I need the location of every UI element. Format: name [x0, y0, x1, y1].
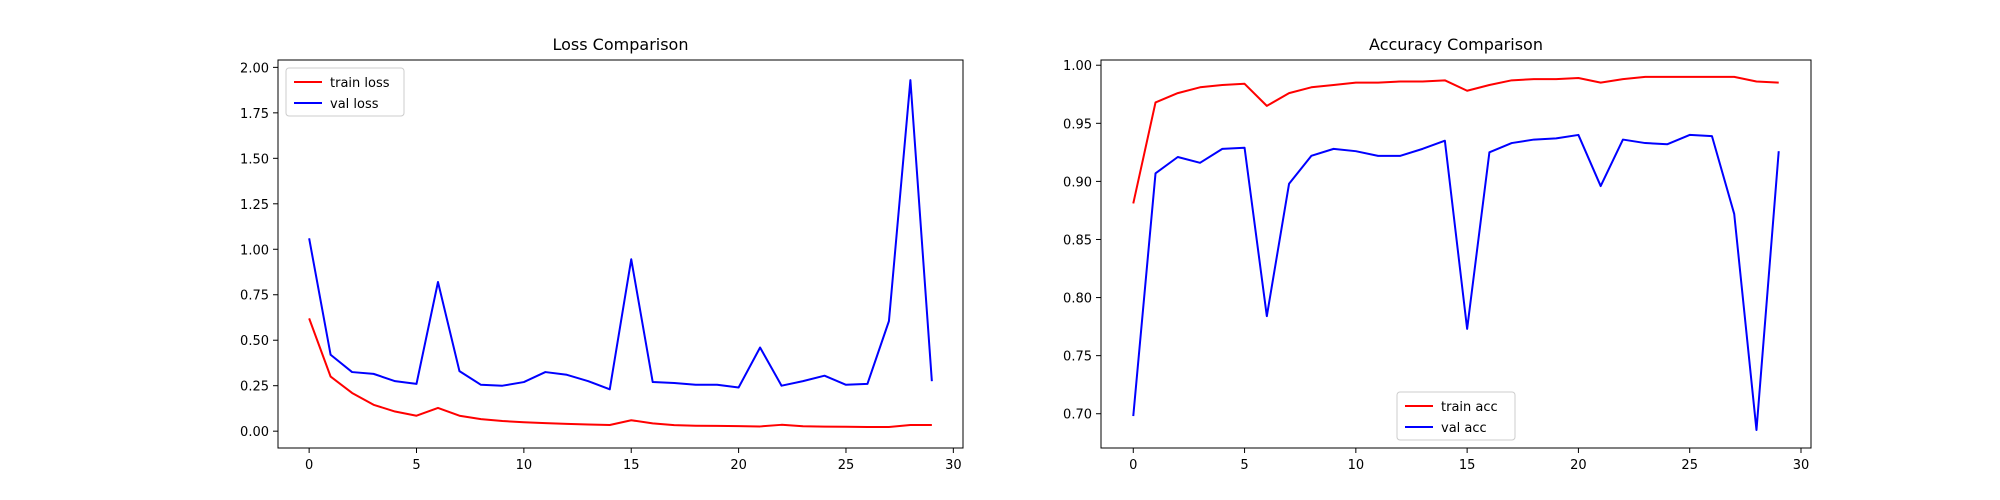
- series-line-train-loss: [308, 318, 932, 428]
- y-tick-label: 0.75: [1063, 350, 1092, 365]
- legend: train loss val loss: [285, 67, 405, 117]
- chart-0: Loss Comparison 0 5 10 15 20 25 30 0.00 0.25 0.50 0…: [240, 35, 964, 473]
- x-tick-label: 30: [945, 458, 962, 473]
- x-tick-label: 15: [623, 458, 640, 473]
- plot-frame: [1100, 59, 1812, 449]
- legend-label: val acc: [1441, 421, 1487, 436]
- series-line-train-acc: [1132, 75, 1779, 204]
- plot-frame: [277, 59, 964, 449]
- y-tick-label: 0.50: [240, 334, 269, 349]
- x-tick-label: 10: [516, 458, 533, 473]
- y-tick-label: 0.00: [240, 425, 269, 440]
- x-tick-label: 0: [305, 458, 313, 473]
- y-tick-label: 0.80: [1063, 292, 1092, 307]
- legend-label: train acc: [1441, 400, 1498, 415]
- chart-1: Accuracy Comparison 0 5 10 15 20 25 30 0.70 0.75 0…: [1063, 35, 1812, 473]
- x-tick-label: 20: [1570, 458, 1587, 473]
- series-line-val-acc: [1132, 133, 1780, 431]
- chart-title: Loss Comparison: [553, 35, 689, 54]
- y-tick-label: 0.95: [1063, 117, 1092, 132]
- y-tick-label: 1.50: [240, 152, 269, 167]
- y-tick-label: 0.75: [240, 289, 269, 304]
- y-tick-label: 1.25: [240, 198, 269, 213]
- y-tick-label: 0.90: [1063, 175, 1092, 190]
- x-tick-label: 30: [1793, 458, 1810, 473]
- legend-label: val loss: [330, 97, 379, 112]
- legend-label: train loss: [330, 76, 390, 91]
- y-tick-label: 1.75: [240, 107, 269, 122]
- legend: train acc val acc: [1396, 391, 1516, 441]
- y-tick-label: 1.00: [240, 243, 269, 258]
- x-tick-label: 25: [1681, 458, 1698, 473]
- x-tick-label: 15: [1459, 458, 1476, 473]
- x-tick-label: 20: [730, 458, 747, 473]
- x-tick-label: 0: [1129, 458, 1137, 473]
- y-tick-label: 0.25: [240, 380, 269, 395]
- y-tick-label: 1.00: [1063, 59, 1092, 74]
- series-line-val-loss: [308, 79, 933, 391]
- y-tick-label: 0.85: [1063, 233, 1092, 248]
- x-tick-label: 5: [412, 458, 420, 473]
- x-tick-label: 5: [1240, 458, 1248, 473]
- chart-title: Accuracy Comparison: [1369, 35, 1543, 54]
- x-tick-label: 10: [1348, 458, 1365, 473]
- x-tick-label: 25: [838, 458, 855, 473]
- y-tick-label: 2.00: [240, 61, 269, 76]
- y-tick-label: 0.70: [1063, 408, 1092, 423]
